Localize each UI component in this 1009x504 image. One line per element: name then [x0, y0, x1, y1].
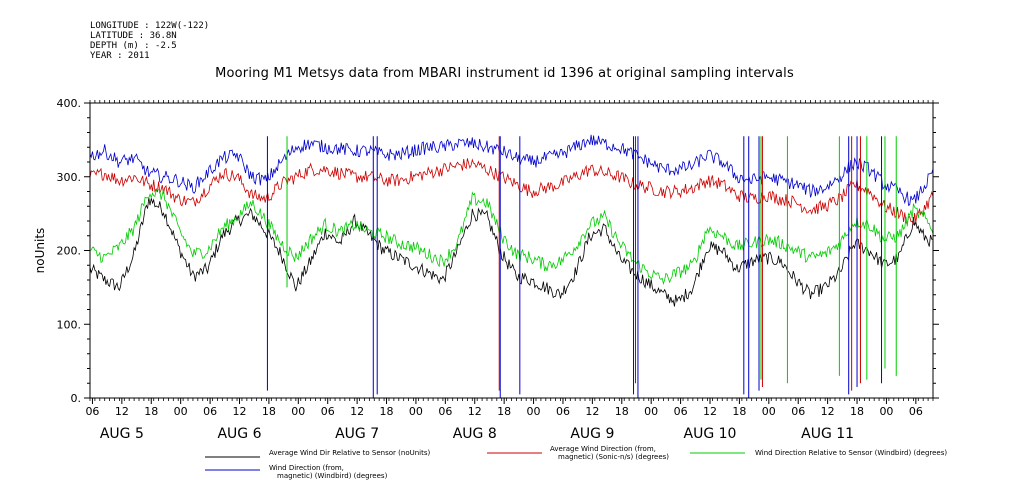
date-label: AUG 9	[570, 426, 614, 442]
x-tick-label: 18	[380, 405, 394, 418]
x-tick-label: 00	[879, 405, 893, 418]
x-tick-label: 12	[585, 405, 599, 418]
series-line-3	[89, 134, 934, 206]
date-label: AUG 7	[335, 426, 379, 442]
x-tick-label: 12	[703, 405, 717, 418]
plot-frame	[89, 102, 934, 399]
y-tick-label: 200.	[57, 245, 82, 258]
x-tick-label: 06	[674, 405, 688, 418]
x-tick-label: 12	[350, 405, 364, 418]
meta-year: YEAR : 2011	[90, 51, 150, 61]
header-metadata: LONGITUDE : 122W(-122) LATITUDE : 36.8N …	[90, 21, 209, 61]
series-line-0	[89, 197, 934, 307]
chart-title: Mooring M1 Metsys data from MBARI instru…	[215, 66, 794, 81]
x-tick-label: 06	[909, 405, 923, 418]
x-tick-label: 18	[732, 405, 746, 418]
x-tick-label: 18	[497, 405, 511, 418]
x-tick-label: 06	[321, 405, 335, 418]
x-tick-label: 06	[438, 405, 452, 418]
x-tick-label: 00	[409, 405, 423, 418]
x-tick-label: 18	[262, 405, 276, 418]
x-tick-label: 12	[115, 405, 129, 418]
date-label: AUG 11	[801, 426, 854, 442]
x-tick-label: 18	[144, 405, 158, 418]
x-tick-label: 00	[291, 405, 305, 418]
date-label: AUG 6	[217, 426, 261, 442]
x-tick-label: 00	[527, 405, 541, 418]
legend-label-2: Wind Direction Relative to Sensor (Windb…	[755, 449, 947, 457]
date-label: AUG 8	[453, 426, 497, 442]
y-tick-label: 0.	[71, 392, 82, 405]
series-line-1	[89, 158, 934, 226]
y-tick-label: 300.	[57, 171, 82, 184]
meta-depth: DEPTH (m) : -2.5	[90, 41, 177, 51]
x-tick-label: 00	[762, 405, 776, 418]
x-tick-label: 12	[232, 405, 246, 418]
x-tick-label: 00	[644, 405, 658, 418]
x-tick-label: 18	[850, 405, 864, 418]
date-label: AUG 10	[684, 426, 737, 442]
y-axis-label: noUnits	[33, 228, 47, 274]
x-tick-label: 06	[556, 405, 570, 418]
series-line-2	[89, 188, 934, 286]
date-label: AUG 5	[100, 426, 144, 442]
y-tick-label: 100.	[57, 318, 82, 331]
meta-longitude: LONGITUDE : 122W(-122)	[90, 21, 210, 31]
legend-label-1: magnetic) (Sonic-n/s) (degrees)	[558, 453, 669, 461]
legend-label-0: Average Wind Dir Relative to Sensor (noU…	[269, 449, 430, 457]
x-tick-label: 12	[468, 405, 482, 418]
legend-label-3: magnetic) (Windbird) (degrees)	[277, 472, 388, 480]
legend-label-1: Average Wind Direction (from,	[550, 445, 656, 453]
y-tick-label: 400.	[57, 97, 82, 110]
x-tick-label: 06	[85, 405, 99, 418]
x-tick-label: 06	[791, 405, 805, 418]
x-tick-label: 00	[174, 405, 188, 418]
x-tick-label: 12	[821, 405, 835, 418]
x-tick-label: 06	[203, 405, 217, 418]
x-tick-label: 18	[615, 405, 629, 418]
legend-label-3: Wind Direction (from,	[269, 464, 344, 472]
meta-latitude: LATITUDE : 36.8N	[90, 31, 177, 41]
